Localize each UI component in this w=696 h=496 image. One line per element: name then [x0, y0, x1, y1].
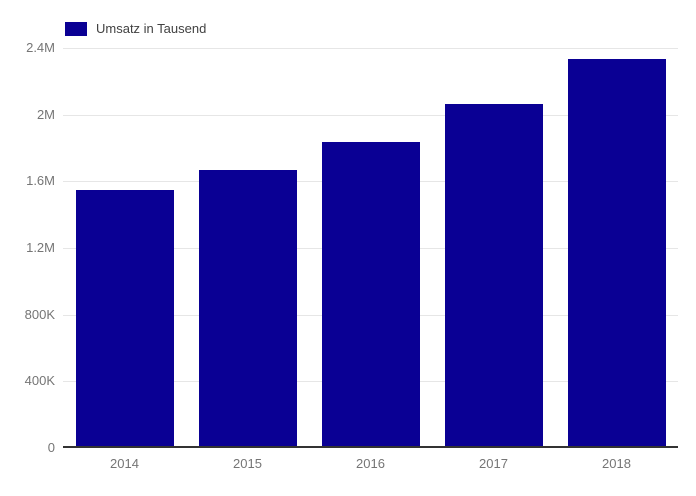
x-axis-tick-label: 2017: [479, 456, 508, 471]
bar-2018[interactable]: [568, 59, 666, 448]
y-axis-tick-label: 0: [47, 440, 55, 455]
y-axis-tick-label: 2.4M: [26, 40, 55, 55]
gridline: [63, 48, 678, 49]
x-axis-tick-label: 2016: [356, 456, 385, 471]
legend-label: Umsatz in Tausend: [96, 21, 207, 36]
bar-2015[interactable]: [199, 170, 297, 448]
plot-area: [63, 48, 678, 448]
y-axis-tick-label: 2M: [36, 107, 55, 122]
x-axis-tick-label: 2018: [602, 456, 631, 471]
gridline: [63, 115, 678, 116]
bar-2014[interactable]: [76, 190, 174, 448]
y-axis-tick-label: 400K: [24, 373, 55, 388]
y-axis-tick-label: 1.2M: [26, 240, 55, 255]
x-axis-tick-label: 2015: [233, 456, 262, 471]
legend-color-swatch: [65, 21, 87, 36]
x-axis-tick-label: 2014: [110, 456, 139, 471]
bar-2017[interactable]: [445, 104, 543, 448]
x-axis-line: [63, 446, 678, 448]
bar-2016[interactable]: [322, 142, 420, 448]
y-axis-tick-label: 1.6M: [26, 173, 55, 188]
legend: Umsatz in Tausend: [65, 21, 206, 36]
y-axis-tick-label: 800K: [24, 307, 55, 322]
